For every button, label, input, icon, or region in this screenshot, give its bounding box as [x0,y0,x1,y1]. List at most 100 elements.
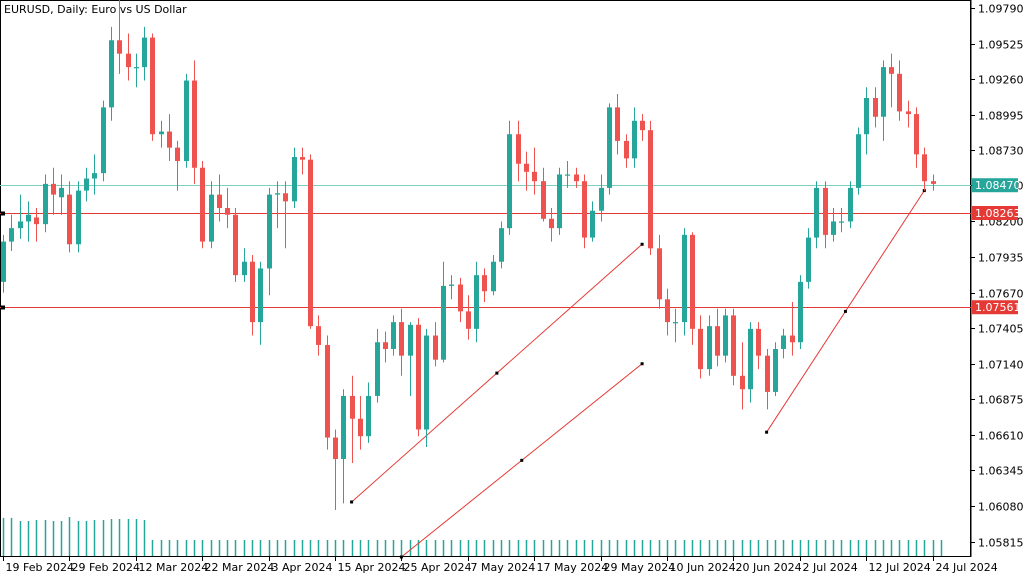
candle-body [34,217,39,225]
candle-body [889,67,894,74]
candle-body [773,348,778,392]
candle-body [341,395,346,460]
time-tick-label: 29 Feb 2024 [72,561,140,574]
candle-body [690,234,695,329]
trendline-midpoint[interactable] [520,458,524,462]
candle-body [225,208,230,215]
candle-body [839,221,844,223]
price-tick-label: 1.07935 [978,252,1024,265]
candle-body [906,111,911,115]
horizontal-levels[interactable] [0,185,971,310]
candle-body [18,221,23,229]
candle-body [333,437,338,460]
candle-body [831,221,836,235]
candle-body [43,183,48,225]
candle-body [897,73,902,112]
candle-body [673,322,678,324]
candle-body [632,120,637,159]
candle-body [491,261,496,292]
candle-body [856,134,861,188]
candle-body [300,157,305,160]
time-tick-label: 20 Jun 2024 [736,561,802,574]
candle-body [648,130,653,249]
candle-body [358,418,363,437]
candle-body [76,190,81,245]
level-anchor-handle[interactable] [1,305,5,310]
candle-body [150,37,155,135]
time-tick-label: 29 May 2024 [604,561,676,574]
candle-body [375,342,380,396]
candle-body [391,322,396,349]
candle-body [275,193,280,195]
candle-body [507,134,512,229]
candle-body [159,131,164,135]
candle-body [109,40,114,108]
candle-body [51,183,56,195]
candle-body [142,37,147,68]
price-tag-label: 1.08470 [975,179,1021,192]
candle-body [748,328,753,390]
current-price-tag [972,178,1018,193]
candle-body [233,214,238,276]
candle-body [499,228,504,262]
price-axis[interactable]: 1.09790 1.09525 1.09260 1.08995 1.08730 1.084… [971,3,1024,550]
level-price-tag [972,206,1018,221]
candle-body [565,174,570,176]
candle-body [723,315,728,356]
candle-body [292,157,297,202]
trendline-anchor[interactable] [640,362,644,366]
price-tags: 1.08470 1.08263 1.07561 [972,178,1021,315]
candle-body [731,315,736,376]
candle-body [217,194,222,209]
candle-body [798,281,803,343]
candle-body [864,97,869,135]
chart-title: EURUSD, Daily: Euro vs US Dollar [4,3,187,16]
candle-body [192,80,197,168]
candle-body [67,194,72,245]
trendline-anchor[interactable] [765,430,769,434]
time-tick-label: 25 Apr 2024 [404,561,472,574]
candle-body [258,268,263,323]
candle-body [433,335,438,360]
price-tag-label: 1.08263 [975,207,1021,220]
candle-body [582,181,587,238]
candle-body [806,237,811,282]
price-tick-label: 1.06875 [978,394,1024,407]
trendline-midpoint[interactable] [843,309,847,313]
trendline-anchor[interactable] [640,242,644,246]
candle-body [441,285,446,360]
candle-body [698,328,703,370]
candle-body [574,174,579,182]
level-anchor-handle[interactable] [1,211,5,216]
candle-body [657,248,662,300]
candle-body [167,131,172,148]
candle-body [84,178,89,191]
candle-body [399,322,404,356]
candle-body [283,193,288,202]
trendlines[interactable] [350,189,926,559]
candle-body [715,326,720,356]
candle-body [740,375,745,390]
time-tick-label: 22 Mar 2024 [205,561,275,574]
candle-body [756,328,761,356]
candle-body [184,80,189,162]
candle-body [250,261,255,323]
trendline-midpoint[interactable] [495,371,499,375]
candle-body [449,284,454,286]
time-tick-label: 3 Apr 2024 [272,561,333,574]
candle-body [781,335,786,349]
candle-body [383,342,388,349]
price-tick-label: 1.07140 [978,359,1024,372]
candle-body [590,210,595,238]
candle-body [914,114,919,155]
time-tick-label: 10 Jun 2024 [670,561,736,574]
time-tick-label: 12 Jul 2024 [869,561,931,574]
trendline-anchor[interactable] [350,500,354,504]
candle-body [624,140,629,159]
candle-body [881,67,886,117]
candle-body [524,163,529,172]
candle-body [350,395,355,419]
time-tick-label: 12 Mar 2024 [139,561,209,574]
